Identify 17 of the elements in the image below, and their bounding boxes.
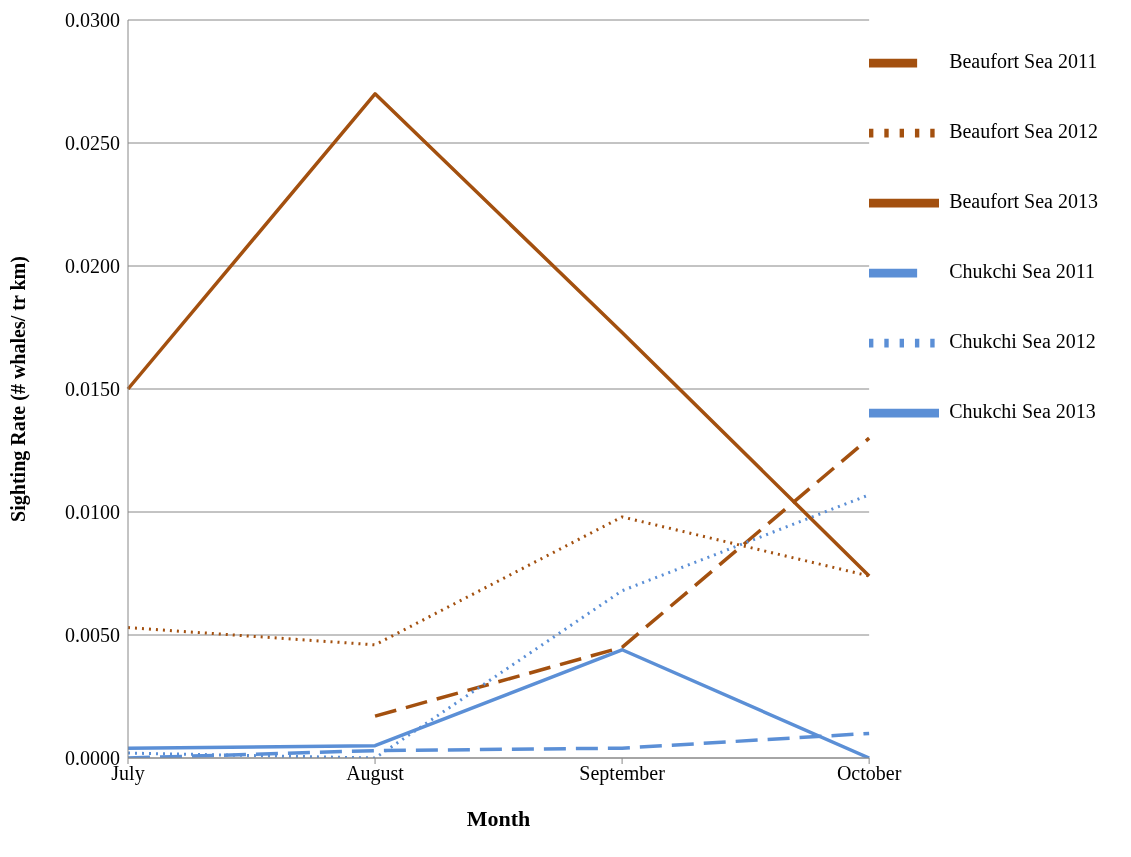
x-tick-label: October xyxy=(836,762,902,785)
legend-label: Chukchi Sea 2013 xyxy=(949,399,1096,422)
y-tick-label: 0.0250 xyxy=(65,132,120,155)
x-tick-label: September xyxy=(579,762,666,786)
y-tick-label: 0.0300 xyxy=(65,9,120,32)
legend-label: Beaufort Sea 2013 xyxy=(949,189,1098,212)
y-axis-title: Sighting Rate (# whales/ tr km) xyxy=(7,256,31,522)
legend-label: Chukchi Sea 2011 xyxy=(949,259,1096,282)
y-tick-label: 0.0100 xyxy=(65,501,120,524)
legend-label: Chukchi Sea 2012 xyxy=(949,329,1096,352)
y-tick-label: 0.0200 xyxy=(65,255,120,278)
y-tick-label: 0.0050 xyxy=(65,624,120,647)
legend-label: Beaufort Sea 2011 xyxy=(949,49,1098,72)
y-tick-label: 0.0150 xyxy=(65,378,120,401)
x-axis-title: Month xyxy=(466,806,531,831)
x-tick-label: August xyxy=(346,762,405,786)
legend-label: Beaufort Sea 2012 xyxy=(949,119,1098,142)
